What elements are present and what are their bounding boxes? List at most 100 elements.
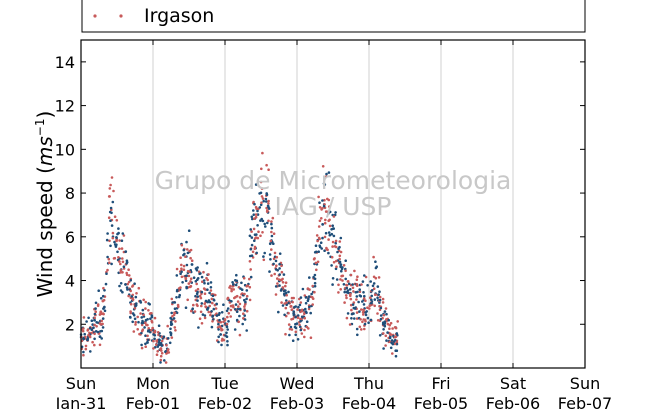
data-point xyxy=(287,301,290,305)
data-point xyxy=(276,277,279,280)
data-point xyxy=(115,219,119,222)
data-point xyxy=(103,289,106,292)
data-point xyxy=(372,275,376,279)
data-point xyxy=(341,274,345,278)
data-point xyxy=(144,300,147,304)
data-point xyxy=(327,171,331,174)
data-point xyxy=(232,288,235,291)
data-point xyxy=(111,231,115,235)
data-point xyxy=(294,333,298,337)
data-point xyxy=(327,219,331,223)
data-point xyxy=(173,307,177,311)
data-point xyxy=(144,345,147,349)
data-point xyxy=(278,273,282,276)
data-point xyxy=(356,333,359,337)
data-point xyxy=(131,284,135,287)
data-point xyxy=(190,259,194,263)
data-point xyxy=(124,250,127,254)
data-point xyxy=(159,347,163,350)
data-point xyxy=(119,268,123,272)
data-point xyxy=(98,313,102,316)
data-point xyxy=(107,216,111,219)
data-point xyxy=(323,198,326,202)
data-point xyxy=(309,311,313,315)
data-point xyxy=(384,307,388,310)
data-point xyxy=(362,308,365,312)
data-point xyxy=(378,290,381,294)
data-point xyxy=(323,249,326,252)
data-point xyxy=(298,303,302,307)
data-point xyxy=(321,223,325,226)
data-point xyxy=(112,189,115,193)
data-point xyxy=(265,193,269,196)
data-point xyxy=(251,250,255,254)
data-point xyxy=(278,252,282,255)
data-point xyxy=(274,293,278,296)
data-point xyxy=(285,303,289,307)
data-point xyxy=(147,309,150,312)
data-point xyxy=(304,296,308,299)
data-point xyxy=(259,180,263,184)
data-point xyxy=(262,199,266,203)
data-point xyxy=(165,344,168,347)
data-point xyxy=(170,297,174,301)
data-point xyxy=(184,306,188,310)
data-point xyxy=(267,202,270,205)
data-point xyxy=(96,303,100,306)
data-point xyxy=(330,232,334,236)
data-point xyxy=(314,261,318,265)
data-point xyxy=(144,307,147,310)
data-point xyxy=(102,286,105,290)
data-point xyxy=(227,320,230,323)
data-point xyxy=(349,292,352,296)
data-point xyxy=(344,294,348,297)
data-point xyxy=(339,250,343,254)
data-point xyxy=(209,313,212,317)
data-point xyxy=(250,230,253,233)
data-point xyxy=(146,318,149,321)
y-tick-label: 12 xyxy=(55,97,75,116)
data-point xyxy=(373,298,377,301)
data-point xyxy=(342,264,346,267)
data-point xyxy=(280,278,283,282)
data-point xyxy=(287,290,290,294)
data-point xyxy=(389,346,393,350)
data-point xyxy=(249,247,253,251)
data-point xyxy=(201,313,205,316)
data-point xyxy=(82,350,85,354)
data-point xyxy=(362,318,366,321)
y-axis-label-close: ) xyxy=(33,111,57,119)
data-point xyxy=(218,325,222,328)
data-point xyxy=(355,283,359,286)
data-point xyxy=(334,267,338,271)
data-point xyxy=(351,303,355,306)
data-point xyxy=(238,333,242,337)
data-point xyxy=(290,328,294,331)
data-point xyxy=(370,294,374,298)
data-point xyxy=(328,205,331,208)
x-tick-date: Jan-31 xyxy=(55,394,107,409)
data-point xyxy=(355,327,359,331)
data-point xyxy=(132,330,136,333)
data-point xyxy=(118,284,121,288)
data-point xyxy=(389,321,393,325)
data-point xyxy=(117,227,120,230)
data-point xyxy=(242,276,246,280)
data-point xyxy=(210,325,214,329)
data-point xyxy=(235,318,239,322)
data-point xyxy=(203,302,206,306)
data-point xyxy=(290,308,294,312)
data-point xyxy=(281,304,285,307)
data-point xyxy=(111,236,115,240)
data-point xyxy=(108,261,111,265)
data-point xyxy=(93,343,96,347)
data-point xyxy=(159,361,162,364)
data-point xyxy=(331,224,335,227)
y-axis-label-text: Wind speed ( xyxy=(33,166,57,297)
data-point xyxy=(232,283,235,286)
data-point xyxy=(119,282,123,285)
data-point xyxy=(170,318,174,321)
data-point xyxy=(267,168,270,171)
data-point xyxy=(391,342,395,346)
data-point xyxy=(285,293,289,297)
